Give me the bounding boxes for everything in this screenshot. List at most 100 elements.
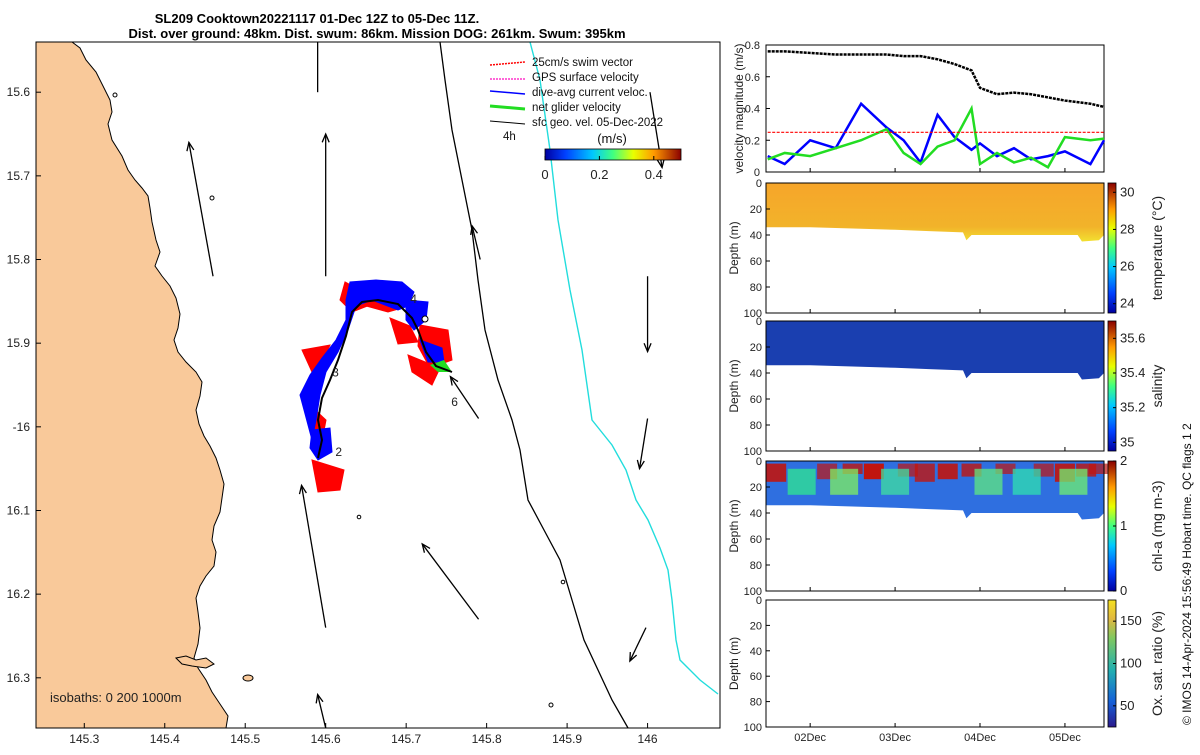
depth-axis-label: Depth (m): [727, 499, 741, 552]
map-x-tick-label: 146: [638, 732, 658, 746]
geo-vector-head: [298, 483, 307, 495]
geo-vector-head: [321, 132, 330, 143]
map-y-tick-label: 15.8: [7, 253, 31, 267]
depth-tick-label: 40: [750, 646, 762, 658]
colorbar-tick-label: 24: [1120, 296, 1134, 311]
colorbar-tick-label: 0.4: [645, 167, 663, 182]
velocity-y-tick-label: 0.4: [745, 104, 760, 116]
geo-velocity-vectors: [186, 42, 665, 728]
velocity-y-tick-label: 0: [754, 167, 760, 179]
geo-vector: [471, 225, 481, 260]
land-coastline: [36, 42, 229, 728]
depth-tick-label: 80: [750, 560, 762, 572]
depth-tick-label: 40: [750, 508, 762, 520]
section-data-fill: [766, 183, 1104, 242]
velocity-series-line: [767, 104, 1105, 169]
depth-tick-label: 20: [750, 620, 762, 632]
geo-vector: [300, 485, 327, 628]
time-axis: 02Dec 03Dec 04Dec 05Dec: [794, 168, 1081, 744]
map-y-tick-label: 16.2: [7, 587, 31, 601]
map-y-tick-label: 16.1: [7, 503, 31, 517]
islet-4: [548, 702, 554, 708]
day-label: 3: [332, 366, 339, 380]
legend-current-line: [489, 90, 526, 95]
map-legend: 25cm/s swim vector GPS surface velocity …: [489, 57, 682, 182]
legend-time-marker: 4h: [503, 131, 516, 143]
chla-high-patch: [995, 463, 1016, 474]
velocity-y-tick-label: 0.6: [745, 72, 760, 84]
map-x-tick-label: 145.6: [311, 732, 341, 746]
colorbar-tick-label: 35.6: [1120, 330, 1145, 345]
time-tick-label: 02Dec: [794, 732, 826, 744]
colorbar-tick-label: 30: [1120, 184, 1134, 199]
map-x-axis: 145.3 145.4 145.5 145.6 145.7 145.8 145.9 146: [69, 723, 658, 746]
isobath-200m: [439, 42, 629, 728]
velocity-series-line: [767, 50, 1105, 109]
colorbar-unit-label: (m/s): [597, 131, 627, 146]
section-axes-frame: [765, 182, 1105, 314]
chla-high-patch: [766, 463, 787, 482]
depth-tick-label: 80: [750, 697, 762, 709]
geo-vector: [317, 694, 327, 728]
geo-vector-head: [315, 692, 324, 704]
section-axes-frame: [765, 320, 1105, 452]
velocity-y-tick-label: 0.8: [745, 40, 760, 52]
geo-vector: [638, 418, 649, 469]
colorbar-tick-label: 2: [1120, 453, 1127, 468]
velocity-y-label: velocity magnitude (m/s): [732, 43, 746, 173]
geo-vector: [421, 543, 480, 620]
depth-tick-label: 0: [756, 316, 762, 328]
colorbar-label: salinity: [1149, 365, 1165, 408]
geo-vector-head: [636, 459, 645, 471]
chla-high-patch: [1088, 463, 1109, 474]
velocity-y-tick-label: 0.2: [745, 135, 760, 147]
colorbar-tick-label: 150: [1120, 613, 1142, 628]
colorbar-tick-label: 35.2: [1120, 400, 1145, 415]
colorbar-tick-label: 0.2: [590, 167, 608, 182]
geo-vector-head: [643, 342, 652, 354]
chla-high-patch: [914, 463, 935, 482]
oxygen-panel: 100 80 60 40 20 0 Depth (m) 50 100 150 Ox. sat. ra…: [727, 595, 1165, 734]
section-colorbar: [1107, 320, 1117, 452]
colorbar-tick-label: 50: [1120, 698, 1134, 713]
chla-panel: 100 80 60 40 20 0 Depth (m) 0 1 2 chl-a (mg m-3): [727, 453, 1165, 598]
depth-tick-label: 100: [744, 446, 762, 458]
section-data-fill: [766, 321, 1104, 380]
legend-net-label: net glider velocity: [532, 102, 621, 114]
map-y-tick-label: 15.6: [7, 85, 31, 99]
legend-net-line: [489, 104, 526, 111]
depth-axis-label: Depth (m): [727, 221, 741, 274]
colorbar-tick-label: 35: [1120, 434, 1134, 449]
section-colorbar: [1107, 182, 1117, 314]
depth-tick-label: 100: [744, 586, 762, 598]
time-tick-label: 03Dec: [879, 732, 911, 744]
colorbar-label: temperature (°C): [1149, 196, 1165, 300]
depth-tick-label: 80: [750, 420, 762, 432]
isobath-label: isobaths: 0 200 1000m: [50, 690, 182, 705]
depth-tick-label: 60: [750, 534, 762, 546]
velocity-colorbar-ticks: 0 0.2 0.4: [541, 156, 663, 182]
map-x-tick-label: 145.7: [391, 732, 421, 746]
island-lizard: [174, 655, 215, 669]
temperature-panel: 100 80 60 40 20 0 Depth (m) 24 26 28 30 temperature…: [727, 178, 1165, 320]
section-background: [766, 600, 1104, 727]
islet-3: [560, 579, 566, 585]
geo-vector-head: [449, 375, 459, 386]
chla-mid-patch: [1059, 468, 1088, 495]
depth-tick-label: 100: [744, 722, 762, 734]
map-x-tick-label: 145.8: [472, 732, 502, 746]
map-frame: [35, 41, 721, 729]
track-end-marker: [421, 315, 429, 323]
title-line-2: Dist. over ground: 48km. Dist. swum: 86k…: [128, 26, 625, 41]
geo-vector-head: [470, 224, 479, 236]
map-x-tick-label: 145.9: [552, 732, 582, 746]
depth-tick-label: 60: [750, 256, 762, 268]
map-y-tick-label: -16: [13, 420, 31, 434]
depth-tick-label: 0: [756, 456, 762, 468]
depth-tick-label: 20: [750, 204, 762, 216]
depth-tick-label: 0: [756, 595, 762, 607]
map-y-axis: 15.6 15.7 15.8 15.9 -16 16.1 16.2 16.3: [7, 85, 41, 685]
geo-vector-head: [186, 140, 195, 152]
chla-mid-patch: [974, 468, 1003, 495]
